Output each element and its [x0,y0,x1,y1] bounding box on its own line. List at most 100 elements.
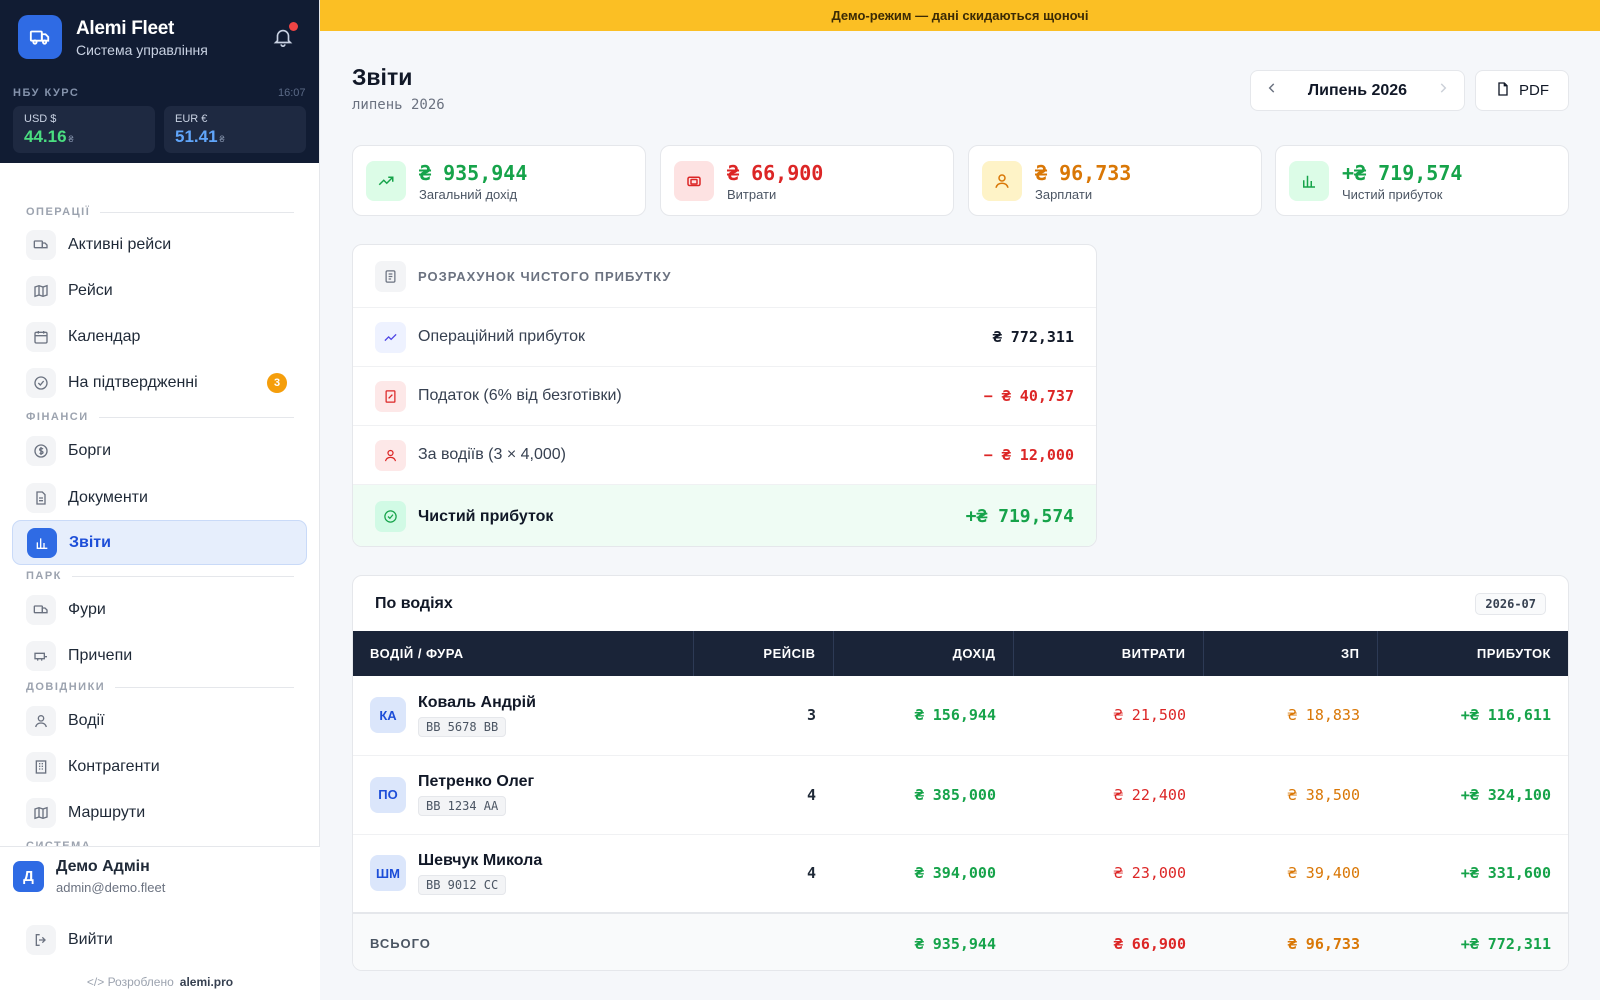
kpi-value: ₴ 935,944 [419,161,528,185]
check-circle-icon [26,367,56,398]
col-driver[interactable]: ВОДІЙ / ФУРА [353,631,694,676]
cell-profit: +₴ 331,600 [1377,834,1568,914]
notification-dot [289,22,298,31]
user-icon [26,705,56,736]
nav-contractors[interactable]: Контрагенти [12,744,307,789]
col-expenses[interactable]: ВИТРАТИ [1013,631,1204,676]
usd-value: 44.16 [24,127,67,146]
nav-trailers[interactable]: Причепи [12,633,307,678]
nav-trips[interactable]: Рейси [12,268,307,313]
calc-header: РОЗРАХУНОК ЧИСТОГО ПРИБУТКУ [353,245,1096,308]
credit-line: </> Розроблено alemi.pro [0,975,320,989]
cell-income: ₴ 385,000 [833,755,1013,835]
credit-text: Розроблено [107,975,174,989]
table-row[interactable]: ПО Петренко Олег BB 1234 AA 4 ₴ 385,000 … [353,755,1568,835]
kpi-label: Загальний дохід [419,187,518,202]
cell-income: ₴ 394,000 [833,834,1013,914]
nav-pending[interactable]: На підтвердженні 3 [12,360,307,405]
nav-reports[interactable]: Звіти [12,520,307,565]
page-title: Звіти [352,64,413,90]
truck-icon [26,594,56,625]
sidebar-header: Alemi Fleet Система управління НБУ КУРС … [0,0,319,163]
cell-trips: 3 [693,676,833,756]
kpi-salaries: ₴ 96,733 Зарплати [968,145,1262,216]
col-income[interactable]: ДОХІД [833,631,1014,676]
credit-link[interactable]: alemi.pro [179,975,234,989]
col-trips[interactable]: РЕЙСІВ [693,631,834,676]
receipt-icon [375,260,406,292]
calc-row-operating: Операційний прибуток ₴ 772,311 [353,308,1096,367]
kpi-income: ₴ 935,944 Загальний дохід [352,145,646,216]
nav-trucks[interactable]: Фури [12,587,307,632]
col-salary[interactable]: ЗП [1203,631,1378,676]
kpi-expenses: ₴ 66,900 Витрати [660,145,954,216]
col-profit[interactable]: ПРИБУТОК [1377,631,1568,676]
nav-active-trips[interactable]: Активні рейси [12,222,307,267]
file-icon [1495,81,1511,101]
section-finance: ФІНАНСИ [26,411,294,423]
document-icon [26,482,56,513]
table-row[interactable]: ШМ Шевчук Микола BB 9012 CC 4 ₴ 394,000 … [353,834,1568,914]
truck-plate: BB 5678 BB [418,716,507,737]
calc-row-net-profit: Чистий прибуток +₴ 719,574 [353,485,1096,546]
calc-row-tax: Податок (6% від безготівки) − ₴ 40,737 [353,367,1096,426]
logout-button[interactable]: Вийти [12,917,307,962]
app-title: Alemi Fleet [76,18,175,39]
tax-icon [375,380,406,412]
total-salary: ₴ 96,733 [1203,912,1377,970]
calc-row-amount: − ₴ 40,737 [983,387,1074,405]
nav-label: Рейси [68,281,113,299]
eur-rate-card: EUR € 51.41 ₴ [164,106,306,153]
truck-icon [26,229,56,260]
kpi-value: +₴ 719,574 [1342,161,1463,185]
table-header-row: ВОДІЙ / ФУРА РЕЙСІВ ДОХІД ВИТРАТИ ЗП ПРИ… [353,631,1568,676]
sidebar-footer: Д Демо Адмін admin@demo.fleet Вийти </> … [0,846,320,1000]
calc-row-label: За водіїв (3 × 4,000) [418,446,566,463]
driver-initials: ПО [370,776,406,813]
driver-name: Шевчук Микола [418,851,543,869]
kpi-label: Витрати [727,187,777,202]
section-park: ПАРК [26,570,294,582]
pdf-button[interactable]: PDF [1475,70,1569,111]
nav-routes[interactable]: Маршрути [12,790,307,835]
wallet-icon [674,161,714,201]
bar-chart-icon [27,527,57,558]
map-icon [26,797,56,828]
nav-calendar[interactable]: Календар [12,314,307,359]
map-icon [26,275,56,306]
eur-unit: ₴ [219,134,225,144]
nav-label: Фури [68,600,106,618]
logout-icon [26,924,56,955]
cell-trips: 4 [693,755,833,835]
bar-chart-icon [1289,161,1329,201]
nav-label: Документи [68,488,148,506]
calc-row-amount: ₴ 772,311 [992,328,1074,346]
total-profit: +₴ 772,311 [1377,912,1568,970]
total-label: ВСЬОГО [353,912,693,970]
table-row[interactable]: КА Коваль Андрій BB 5678 BB 3 ₴ 156,944 … [353,676,1568,756]
nav-label: Вийти [68,930,113,948]
period-badge: 2026-07 [1475,592,1546,615]
nav-documents[interactable]: Документи [12,475,307,520]
nav-drivers[interactable]: Водії [12,698,307,743]
nav-label: Звіти [69,533,111,551]
nav-label: Календар [68,327,141,345]
chevron-right-icon[interactable] [1436,81,1450,100]
calc-title: РОЗРАХУНОК ЧИСТОГО ПРИБУТКУ [418,268,672,284]
sidebar: Alemi Fleet Система управління НБУ КУРС … [0,0,320,1000]
nav-label: Активні рейси [68,235,172,253]
driver-initials: ШМ [370,855,406,892]
nav-label: Борги [68,441,112,459]
bell-icon[interactable] [272,26,296,50]
section-references: ДОВІДНИКИ [26,681,294,693]
nav-label: На підтвердженні [68,373,198,391]
kpi-value: ₴ 66,900 [727,161,824,185]
usd-label: USD $ [24,113,57,125]
chevron-left-icon[interactable] [1265,81,1279,100]
calc-total-label: Чистий прибуток [418,507,554,525]
trending-up-icon [375,321,406,353]
nav-debts[interactable]: Борги [12,428,307,473]
truck-plate: BB 9012 CC [418,874,507,895]
trending-up-icon [366,161,406,201]
net-profit-calculation: РОЗРАХУНОК ЧИСТОГО ПРИБУТКУ Операційний … [352,244,1097,547]
